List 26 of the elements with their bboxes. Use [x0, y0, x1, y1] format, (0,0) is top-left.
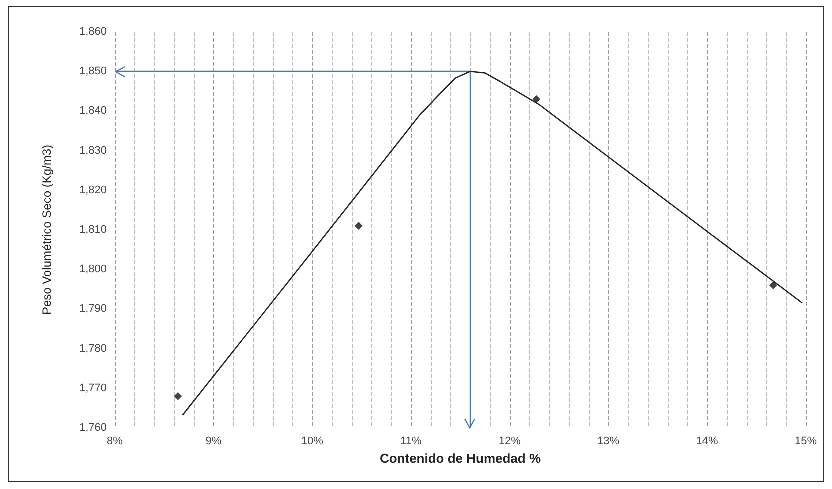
- x-tick-label: 10%: [301, 436, 324, 448]
- y-tick-label: 1,860: [79, 26, 107, 38]
- y-tick-label: 1,800: [79, 264, 107, 276]
- point: [532, 95, 541, 104]
- y-tick-label: 1,820: [79, 184, 107, 196]
- y-tick-label: 1,790: [79, 303, 107, 316]
- x-tick-label: 15%: [794, 436, 818, 448]
- line-series: [182, 70, 803, 416]
- x-tick-label: 13%: [598, 436, 620, 448]
- point: [769, 281, 778, 290]
- x-tick-label: 8%: [107, 436, 124, 448]
- y-tick-label: 1,770: [79, 382, 107, 394]
- y-axis-title: Peso Volumétrico Seco (Kg/m3): [40, 144, 54, 316]
- x-axis-title: Contenido de Humedad %: [380, 451, 542, 466]
- y-tick-label: 1,760: [79, 422, 107, 434]
- point: [174, 392, 182, 400]
- y-tick-label: 1,850: [79, 66, 107, 78]
- x-tick-label: 14%: [696, 436, 719, 448]
- y-tick-label: 1,840: [79, 105, 107, 118]
- x-tick-label: 11%: [400, 436, 422, 448]
- y-tick-label: 1,810: [79, 224, 107, 236]
- x-tick-label: 12%: [498, 436, 522, 448]
- y-tick-label: 1,780: [79, 342, 107, 355]
- y-tick-label: 1,830: [79, 144, 107, 157]
- point: [354, 222, 363, 230]
- x-tick-label: 9%: [206, 436, 222, 448]
